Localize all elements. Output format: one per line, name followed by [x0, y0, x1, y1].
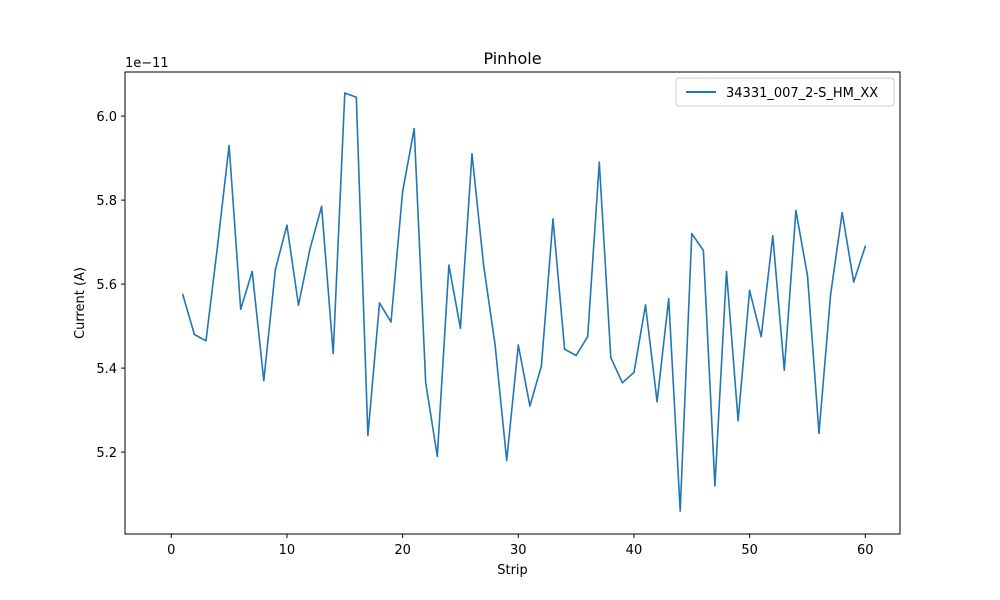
- data-point: [586, 335, 589, 338]
- y-tick-label: 6.0: [96, 110, 117, 125]
- data-point: [378, 302, 381, 304]
- data-point: [818, 432, 820, 435]
- x-tick-label: 30: [510, 543, 527, 558]
- data-point: [552, 218, 554, 220]
- x-tick-label: 10: [279, 543, 296, 558]
- data-point: [644, 304, 647, 306]
- data-point: [424, 382, 427, 384]
- data-point: [679, 510, 682, 512]
- data-point: [771, 235, 774, 237]
- data-point: [829, 293, 832, 296]
- data-point: [182, 293, 184, 296]
- data-point: [725, 270, 728, 273]
- series-line: [182, 92, 867, 512]
- data-point: [482, 264, 485, 267]
- data-point: [309, 247, 311, 250]
- data-point: [401, 190, 404, 193]
- x-axis-label: Strip: [497, 563, 528, 578]
- data-point: [343, 92, 346, 94]
- data-point: [610, 356, 612, 359]
- y-tick-label: 5.4: [96, 362, 117, 377]
- data-point: [517, 344, 520, 346]
- data-point: [274, 268, 277, 271]
- data-point: [494, 344, 496, 346]
- x-tick-label: 20: [394, 543, 411, 558]
- y-tick-label: 5.6: [96, 278, 117, 293]
- data-point: [864, 245, 867, 248]
- plot-area: [182, 92, 867, 512]
- data-point: [633, 371, 635, 374]
- data-point: [413, 127, 415, 130]
- data-point: [239, 308, 242, 311]
- legend-label: 34331_007_2-S_HM_XX: [726, 86, 878, 101]
- data-point: [448, 264, 450, 267]
- data-point: [748, 289, 751, 292]
- data-point: [286, 224, 288, 227]
- data-point: [702, 249, 705, 252]
- data-point: [193, 333, 196, 336]
- x-tick-label: 40: [626, 543, 643, 558]
- data-point: [332, 352, 335, 355]
- data-point: [760, 335, 762, 338]
- x-tick-label: 0: [167, 543, 175, 558]
- data-point: [355, 96, 358, 98]
- data-point: [367, 434, 369, 437]
- legend-box: [675, 77, 895, 107]
- data-point: [216, 245, 219, 248]
- x-tick-label: 60: [857, 543, 874, 558]
- data-point: [598, 161, 601, 164]
- data-point: [621, 382, 624, 384]
- data-point: [251, 270, 254, 273]
- data-point: [563, 348, 566, 351]
- y-tick-label: 5.2: [96, 446, 117, 461]
- data-point: [575, 354, 577, 357]
- y-axis: 5.2 5.4 5.6 5.8 6.0: [96, 110, 125, 461]
- data-point: [852, 281, 855, 283]
- data-point: [436, 455, 439, 458]
- data-point: [540, 365, 543, 367]
- data-point: [297, 304, 300, 306]
- x-tick-label: 50: [741, 543, 758, 558]
- data-point: [806, 274, 809, 277]
- data-point: [737, 419, 739, 422]
- data-point: [714, 484, 716, 487]
- data-point: [471, 153, 473, 155]
- data-point: [690, 232, 693, 235]
- y-offset-text: 1e−11: [125, 56, 169, 71]
- chart-title: Pinhole: [483, 49, 541, 68]
- data-point: [529, 405, 531, 407]
- y-axis-label: Current (A): [73, 267, 88, 339]
- legend: 34331_007_2-S_HM_XX: [675, 77, 895, 107]
- data-point: [656, 400, 658, 403]
- data-point: [390, 321, 392, 323]
- data-point: [783, 369, 786, 372]
- data-point: [795, 209, 797, 212]
- axes-frame: [124, 71, 901, 535]
- y-tick-label: 5.8: [96, 194, 117, 209]
- data-point: [228, 144, 230, 147]
- data-point: [505, 459, 508, 462]
- data-point: [459, 327, 462, 330]
- data-point: [667, 298, 670, 300]
- data-point: [841, 211, 843, 214]
- data-point: [320, 205, 323, 208]
- data-point: [263, 379, 265, 382]
- data-point: [205, 340, 207, 342]
- x-axis: 0 10 20 30 40 50 60: [167, 534, 874, 558]
